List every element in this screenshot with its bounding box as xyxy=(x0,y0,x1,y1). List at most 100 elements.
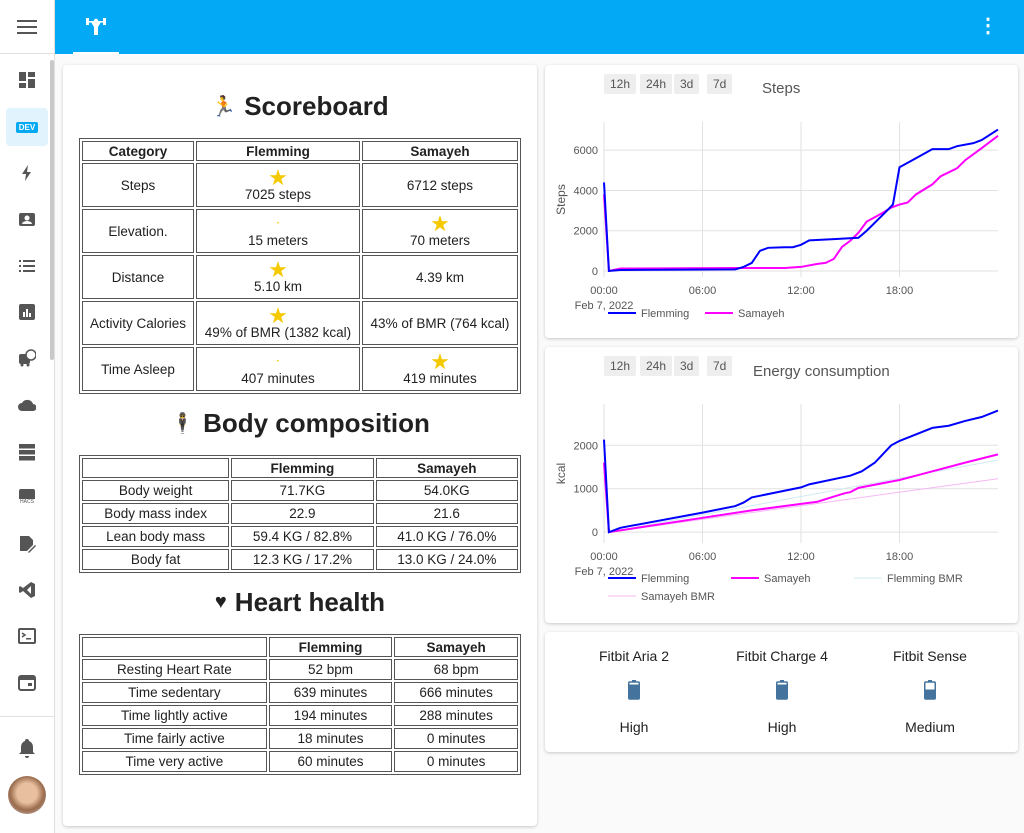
sidebar-item-hacs[interactable]: HACS xyxy=(6,478,48,516)
range-button-12h[interactable]: 12h xyxy=(604,356,637,376)
device-battery[interactable]: Fitbit Aria 2 High xyxy=(559,648,709,735)
device-battery[interactable]: Fitbit Charge 4 High xyxy=(707,648,857,735)
sidebar-item-person[interactable] xyxy=(6,201,48,239)
value-cell: 59.4 KG / 82.8% xyxy=(231,526,374,547)
x-tick-label: 06:00 xyxy=(689,285,717,297)
battery-high-icon xyxy=(776,680,788,700)
score-cell: ★ 70 meters xyxy=(361,209,518,253)
table-row: Time Asleep • 407 minutes ★ 419 minutes xyxy=(82,347,518,391)
heart-pulse-icon: ♥ xyxy=(214,591,227,613)
table-row: Time fairly active 18 minutes 0 minutes xyxy=(82,728,518,749)
tab-fitness[interactable] xyxy=(73,0,119,54)
human-icon: 🕴 xyxy=(170,413,196,435)
score-cell: ★ 7025 steps xyxy=(196,163,360,207)
sidebar-item-cloud[interactable] xyxy=(6,386,48,424)
x-tick-label: 18:00 xyxy=(886,285,914,297)
device-battery[interactable]: Fitbit Sense Medium xyxy=(855,648,1005,735)
column-header: Flemming xyxy=(268,637,393,657)
x-tick-label: 12:00 xyxy=(787,285,815,297)
legend-label[interactable]: Samayeh BMR xyxy=(641,591,715,603)
legend-label[interactable]: Samayeh xyxy=(764,573,810,585)
legend-label[interactable]: Flemming xyxy=(641,573,689,585)
value-cell: 0 minutes xyxy=(394,751,518,772)
devices-card: Fitbit Aria 2 High Fitbit Charge 4 High Fitb… xyxy=(545,632,1018,752)
battery-high-icon xyxy=(628,680,640,700)
score-value: 5.10 km xyxy=(253,278,302,294)
dots-vertical-icon: ⋮ xyxy=(978,15,998,37)
cloud-icon xyxy=(18,399,36,411)
star-icon: ★ xyxy=(268,302,288,328)
score-cell: 4.39 km xyxy=(361,255,518,299)
sidebar-item-history[interactable] xyxy=(6,293,48,331)
legend-label[interactable]: Flemming BMR xyxy=(887,573,963,585)
row-label: Lean body mass xyxy=(82,526,230,547)
score-cell: 43% of BMR (764 kcal) xyxy=(361,301,518,345)
range-button-3d[interactable]: 3d xyxy=(674,74,700,94)
row-label: Time very active xyxy=(82,751,267,772)
score-cell: • 407 minutes xyxy=(196,347,360,391)
sidebar-item-vscode[interactable] xyxy=(6,571,48,609)
value-cell: 68 bpm xyxy=(394,659,518,680)
row-label: Steps xyxy=(82,163,194,207)
y-axis-label: kcal xyxy=(554,463,568,484)
menu-button[interactable] xyxy=(0,0,54,54)
series-line-flemming xyxy=(603,128,999,273)
column-header: Samayeh xyxy=(361,141,518,161)
row-label: Time fairly active xyxy=(82,728,267,749)
x-tick-label: 06:00 xyxy=(689,551,717,563)
terminal-icon xyxy=(18,628,36,644)
score-cell: ★ 419 minutes xyxy=(361,347,518,391)
sidebar-item-calendar[interactable] xyxy=(6,663,48,701)
sidebar-item-logbook[interactable] xyxy=(6,247,48,285)
server-icon xyxy=(19,444,35,461)
y-axis-label: Steps xyxy=(554,184,568,215)
value-cell: 60 minutes xyxy=(268,751,393,772)
y-tick-label: 6000 xyxy=(574,145,598,157)
row-label: Elevation. xyxy=(82,209,194,253)
dashboard-icon xyxy=(19,72,35,88)
range-button-12h[interactable]: 12h xyxy=(604,74,637,94)
range-button-3d[interactable]: 3d xyxy=(674,356,700,376)
star-icon: ★ xyxy=(430,348,450,374)
energy-chart: 00:00 06:00 12:00 18:00 Feb 7, 2022 0 1000 2000… xyxy=(554,404,999,603)
heart-health-table: Flemming Samayeh Resting Heart Rate 52 bpm 6… xyxy=(79,634,521,775)
scoreboard-heading: 🏃 Scoreboard xyxy=(63,91,537,122)
avatar[interactable] xyxy=(8,776,46,814)
bell-icon xyxy=(19,739,35,758)
range-button-7d[interactable]: 7d xyxy=(707,74,733,94)
series-line-samayeh xyxy=(603,453,999,534)
value-cell: 71.7KG xyxy=(231,480,374,501)
range-button-24h[interactable]: 24h xyxy=(640,74,673,94)
sidebar-item-developer-tools[interactable]: DEV xyxy=(6,108,48,146)
calendar-icon xyxy=(18,675,36,691)
heart-heading: ♥ Heart health xyxy=(63,587,537,618)
value-cell: 12.3 KG / 17.2% xyxy=(231,549,374,570)
sidebar-item-terminal[interactable] xyxy=(6,617,48,655)
overflow-menu-button[interactable]: ⋮ xyxy=(978,16,998,36)
table-row: Time very active 60 minutes 0 minutes xyxy=(82,751,518,772)
row-label: Body fat xyxy=(82,549,230,570)
spacer: • xyxy=(276,220,280,227)
top-bar: ⋮ xyxy=(55,0,1024,54)
score-cell: ★ 5.10 km xyxy=(196,255,360,299)
legend-label[interactable]: Samayeh xyxy=(738,308,784,320)
battery-level: Medium xyxy=(905,719,955,735)
column-header: Samayeh xyxy=(375,458,518,478)
header-row: Flemming Samayeh xyxy=(82,637,518,657)
table-row: Body fat 12.3 KG / 17.2% 13.0 KG / 24.0% xyxy=(82,549,518,570)
range-button-7d[interactable]: 7d xyxy=(707,356,733,376)
device-name: Fitbit Charge 4 xyxy=(736,648,828,664)
sidebar-item-server[interactable] xyxy=(6,433,48,471)
row-label: Body weight xyxy=(82,480,230,501)
sidebar-item-energy[interactable] xyxy=(6,154,48,192)
notifications-button[interactable] xyxy=(6,729,48,767)
table-row: Body mass index 22.9 21.6 xyxy=(82,503,518,524)
sidebar-item-dashboard[interactable] xyxy=(6,61,48,99)
x-tick-label: 00:00 xyxy=(590,285,618,297)
sidebar-item-file-edit[interactable] xyxy=(6,525,48,563)
star-icon: ★ xyxy=(430,210,450,236)
sidebar-item-calendar-clock[interactable] xyxy=(6,339,48,377)
sidebar-scrollbar[interactable] xyxy=(50,60,54,360)
range-button-24h[interactable]: 24h xyxy=(640,356,673,376)
legend-label[interactable]: Flemming xyxy=(641,308,689,320)
